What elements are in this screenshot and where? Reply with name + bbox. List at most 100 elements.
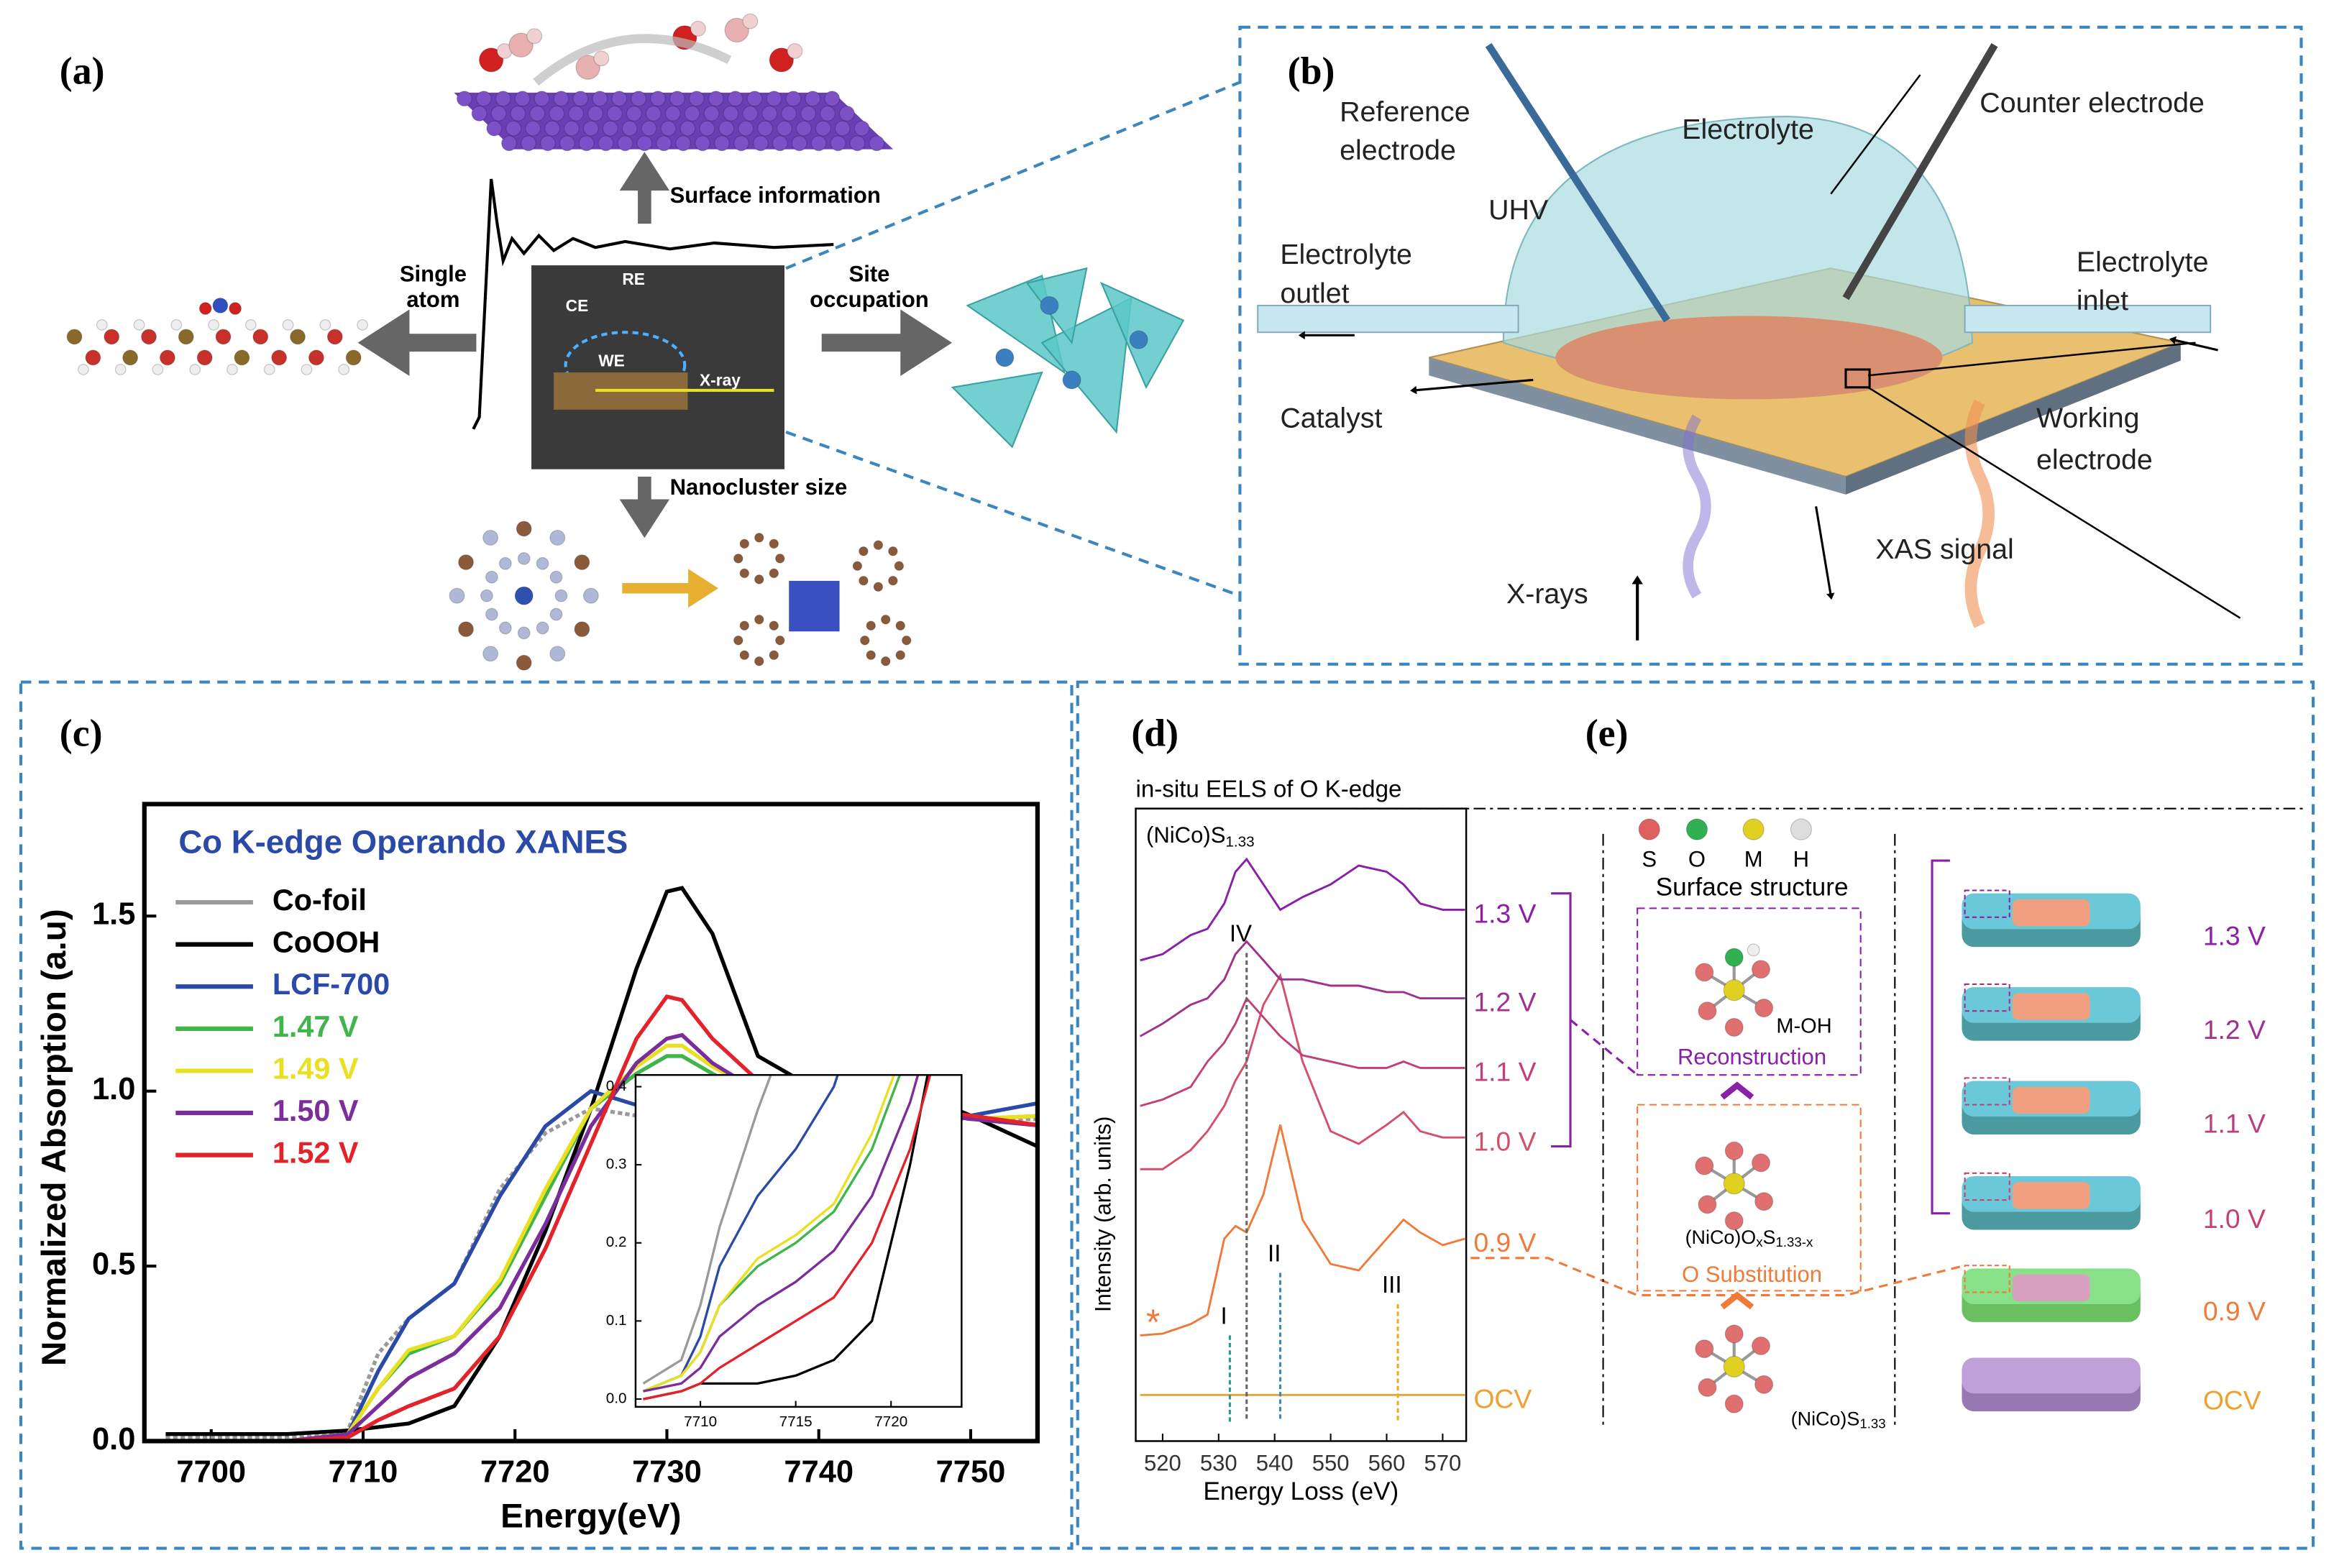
arrow-head	[357, 309, 410, 377]
arrow-head	[688, 569, 719, 608]
atom	[733, 554, 743, 564]
x-tick-label: 530	[1200, 1450, 1237, 1475]
atom	[895, 620, 906, 631]
atom	[282, 318, 294, 331]
atom	[475, 91, 492, 107]
atom	[495, 91, 511, 107]
atom	[631, 91, 647, 107]
xas-wave	[1964, 399, 1995, 628]
bracket	[1551, 892, 1572, 1148]
label: XAS signal	[1875, 533, 2013, 565]
atom	[559, 135, 575, 152]
atom	[485, 570, 498, 584]
formula-sub: x	[1756, 1234, 1763, 1250]
atom	[703, 105, 720, 122]
atom	[485, 608, 498, 621]
atom	[752, 135, 769, 152]
atom	[769, 650, 779, 661]
atom	[708, 91, 724, 107]
atom	[611, 91, 628, 107]
y-axis-label: Normalized Absorption (a.u)	[35, 909, 73, 1366]
atom	[769, 538, 779, 549]
atom	[554, 589, 568, 602]
atom	[66, 329, 83, 345]
series-line	[1140, 973, 1465, 1170]
y-tick-label: 0.4	[606, 1078, 627, 1094]
legend-label: 1.50 V	[273, 1094, 359, 1127]
annotation-label: I	[1221, 1303, 1227, 1329]
atom	[766, 91, 782, 107]
atom	[549, 608, 563, 621]
setup-photo	[531, 265, 784, 469]
formula-main: (NiCo)S	[1791, 1408, 1860, 1430]
x-tick-label: 7720	[874, 1413, 907, 1430]
label: M-OH	[1776, 1015, 1831, 1038]
atom	[669, 91, 685, 107]
atom	[516, 654, 532, 671]
atom	[791, 135, 807, 152]
y-tick-label: 0.0	[92, 1422, 135, 1457]
atom	[338, 364, 350, 375]
atom	[607, 105, 623, 122]
atom	[170, 318, 183, 331]
atom	[482, 529, 499, 546]
label: O Substitution	[1682, 1262, 1822, 1287]
atom	[1747, 943, 1760, 957]
atom	[656, 135, 672, 152]
label: H	[1793, 846, 1809, 871]
atom	[208, 318, 219, 331]
label: Catalyst	[1280, 403, 1382, 434]
atom	[859, 546, 869, 556]
series-line	[642, 1075, 896, 1393]
atom	[866, 650, 877, 661]
arrow-head	[1826, 592, 1835, 600]
series-line	[165, 1106, 1038, 1440]
label: O	[1688, 846, 1706, 871]
atom	[78, 364, 89, 375]
atom	[781, 105, 797, 122]
atom	[1698, 1195, 1717, 1214]
label: Reconstruction	[1678, 1045, 1826, 1070]
detail-box	[1964, 1265, 2010, 1293]
atom	[539, 135, 556, 152]
atom	[695, 135, 711, 152]
base-side	[1845, 342, 2181, 495]
chart-subtitle: (NiCo)S1.33	[1146, 822, 1255, 851]
atom	[834, 120, 851, 137]
label: X-ray	[700, 371, 741, 390]
atom	[498, 621, 512, 635]
atom	[572, 91, 589, 107]
atom	[1754, 999, 1774, 1018]
label: Reference	[1340, 96, 1470, 127]
label: inlet	[2077, 285, 2128, 316]
atom	[650, 91, 666, 107]
atom	[859, 575, 869, 586]
atom	[714, 135, 730, 152]
atom	[723, 105, 739, 122]
atom	[263, 364, 275, 375]
x-tick-label: 540	[1256, 1450, 1294, 1475]
atom	[529, 105, 546, 122]
atom	[772, 135, 788, 152]
label: OCV	[2203, 1385, 2261, 1415]
atom	[617, 135, 633, 152]
zoom-box	[1844, 368, 1871, 389]
label: electrode	[2036, 444, 2153, 476]
series-label: 1.2 V	[1473, 987, 1536, 1017]
panel-label: (b)	[1288, 49, 1335, 92]
atom	[869, 135, 885, 152]
atom	[849, 135, 866, 152]
x-tick-label: 560	[1368, 1450, 1406, 1475]
atom	[574, 621, 590, 638]
atom	[458, 554, 474, 571]
counter-electrode	[1842, 43, 1998, 301]
chart-title: Co K-edge Operando XANES	[178, 823, 628, 860]
atom	[319, 318, 331, 331]
plot-frame	[1135, 807, 1468, 1442]
series-line	[1140, 940, 1465, 1037]
atom	[229, 302, 242, 315]
atom	[853, 120, 870, 137]
atom	[534, 91, 550, 107]
x-tick-label: 7750	[936, 1455, 1006, 1490]
atom	[675, 135, 692, 152]
